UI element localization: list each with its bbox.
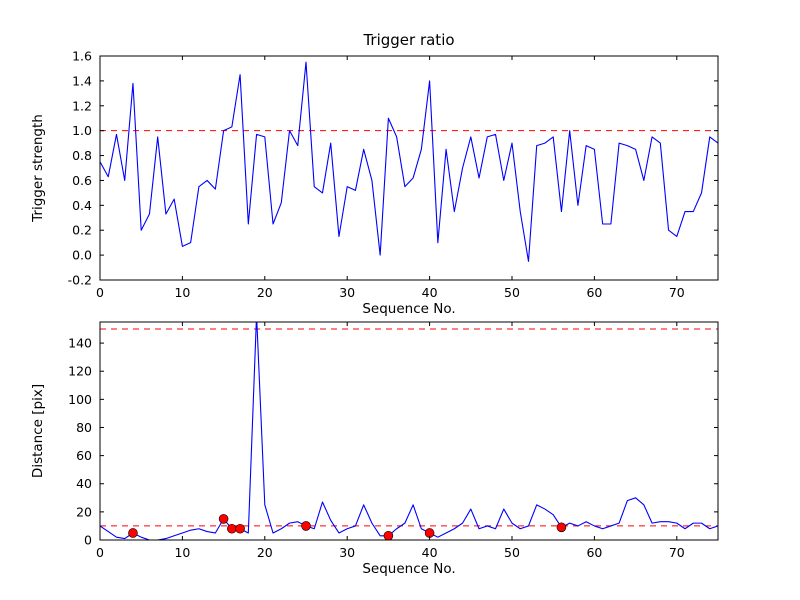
x-tick-label: 30 — [339, 285, 355, 300]
y-tick-label: 1.0 — [72, 123, 92, 138]
trigger-marker — [301, 521, 311, 531]
x-tick-label: 50 — [504, 285, 520, 300]
plot-area-0 — [100, 61, 718, 262]
y-tick-label: -0.2 — [68, 273, 92, 288]
y-tick-label: 40 — [76, 476, 92, 491]
y-tick-label: 1.2 — [72, 98, 92, 113]
trigger-marker — [218, 514, 229, 524]
y-axis-label: Trigger strength — [30, 114, 46, 223]
trigger-marker — [128, 528, 138, 538]
y-tick-label: 60 — [76, 448, 92, 463]
trigger-marker — [235, 523, 245, 534]
y-tick-label: 80 — [76, 420, 92, 435]
x-axis-label: Sequence No. — [362, 561, 455, 577]
chart-title: Trigger ratio — [362, 31, 454, 49]
x-tick-label: 60 — [586, 285, 602, 300]
x-tick-label: 10 — [174, 545, 190, 560]
y-tick-label: 0.0 — [72, 248, 92, 263]
x-tick-label: 0 — [96, 545, 104, 560]
y-tick-label: 0 — [84, 533, 92, 548]
x-tick-label: 50 — [504, 545, 520, 560]
y-tick-label: 100 — [68, 392, 92, 407]
y-tick-label: 120 — [68, 364, 92, 379]
axes-frame — [99, 321, 719, 541]
y-tick-label: 0.4 — [72, 198, 92, 213]
x-tick-label: 20 — [257, 545, 273, 560]
x-tick-label: 0 — [96, 285, 104, 300]
x-tick-label: 40 — [422, 285, 438, 300]
x-tick-label: 30 — [339, 545, 355, 560]
trigger-marker — [383, 530, 394, 540]
trigger-marker — [227, 523, 237, 534]
y-tick-label: 140 — [68, 336, 92, 351]
y-tick-label: 0.8 — [72, 148, 92, 163]
x-tick-label: 70 — [669, 285, 685, 300]
y-tick-label: 0.2 — [72, 223, 92, 238]
y-tick-label: 1.4 — [72, 73, 92, 88]
y-tick-label: 0.6 — [72, 173, 92, 188]
plot-area-1 — [100, 322, 718, 540]
x-tick-label: 60 — [586, 545, 602, 560]
data-line — [100, 61, 718, 262]
axes-frame — [99, 55, 719, 281]
y-tick-label: 20 — [76, 504, 92, 519]
y-tick-label: 1.6 — [72, 49, 92, 64]
trigger-marker — [556, 522, 567, 533]
y-axis-label: Distance [pix] — [30, 384, 46, 478]
x-tick-label: 20 — [257, 285, 273, 300]
x-axis-label: Sequence No. — [362, 301, 455, 317]
x-tick-label: 70 — [669, 545, 685, 560]
data-line — [100, 322, 718, 540]
x-tick-label: 10 — [174, 285, 190, 300]
x-tick-label: 40 — [422, 545, 438, 560]
